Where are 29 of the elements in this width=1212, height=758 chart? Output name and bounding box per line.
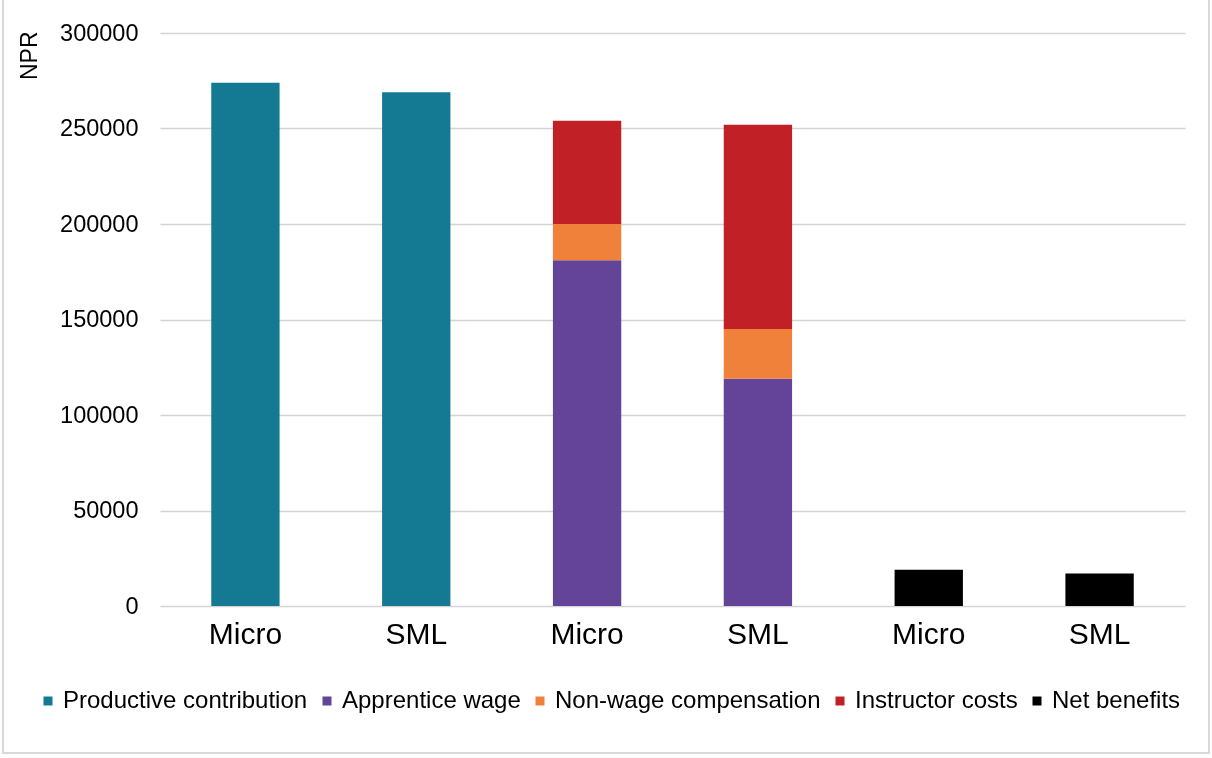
y-tick-label: 150000 — [60, 306, 139, 332]
y-tick-label: 0 — [125, 592, 139, 619]
bar — [1065, 573, 1134, 606]
x-tick-label: Micro — [892, 616, 966, 650]
bar — [552, 260, 622, 606]
legend-label: Instructor costs — [855, 686, 1018, 713]
x-tick-label: SML — [1068, 616, 1131, 650]
y-tick-label: 300000 — [60, 19, 139, 46]
bar — [211, 82, 280, 606]
y-tick-label: 100000 — [60, 401, 139, 428]
bar — [552, 224, 622, 261]
bar — [552, 120, 622, 224]
bar — [723, 329, 793, 379]
y-tick-label: 250000 — [60, 115, 139, 141]
x-tick-label: SML — [727, 616, 789, 650]
y-tick-label: 200000 — [60, 210, 139, 237]
bar — [894, 569, 963, 606]
y-tick-label: 50000 — [73, 497, 139, 523]
legend-label: Non-wage compensation — [555, 686, 821, 713]
legend-label: Apprentice wage — [342, 686, 521, 713]
x-tick-label: SML — [385, 616, 448, 650]
y-axis-title: NPR — [15, 31, 42, 81]
legend-label: Net benefits — [1052, 686, 1181, 713]
legend-label: Productive contribution — [63, 686, 308, 713]
x-tick-label: Micro — [208, 616, 283, 650]
bar — [723, 124, 793, 330]
bar — [723, 378, 793, 606]
bar — [382, 92, 451, 606]
x-tick-label: Micro — [550, 616, 624, 650]
